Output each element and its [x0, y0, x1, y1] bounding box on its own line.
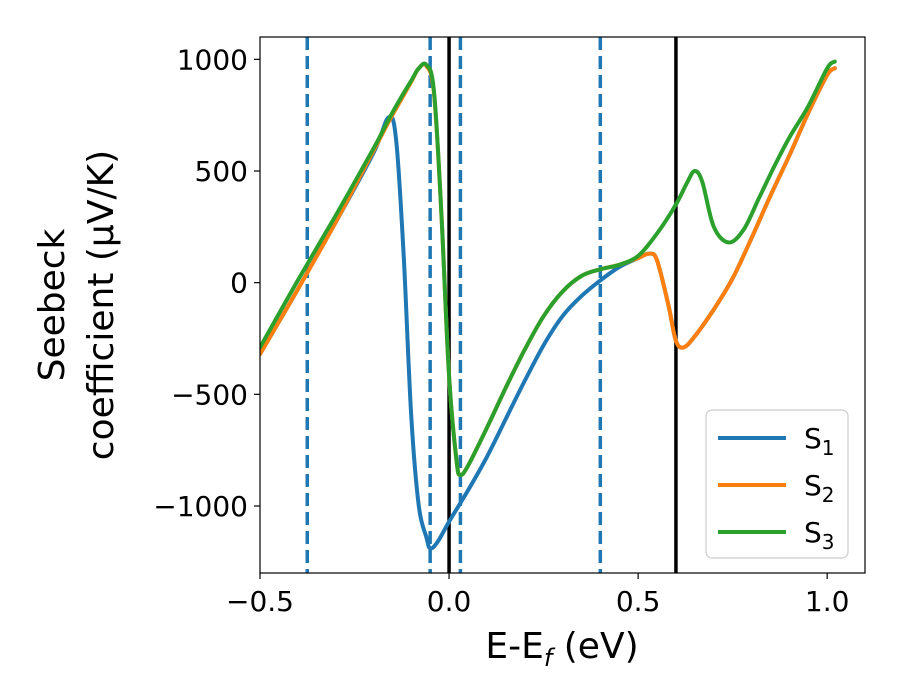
y-axis-label-line2: coefficient (μV/K)	[81, 150, 122, 460]
y-tick-label: 0	[230, 267, 248, 300]
axis-labels: E-Ef (eV) Seebeck coefficient (μV/K)	[32, 150, 639, 672]
x-tick-label: 1.0	[805, 585, 850, 618]
plot-frame	[259, 36, 866, 574]
x-tick-label: 0.5	[616, 585, 661, 618]
x-tick-label: 0.0	[427, 585, 472, 618]
y-tick-label: −1000	[153, 490, 248, 523]
legend-label-s3: S3	[804, 516, 835, 554]
axes: −0.5 0.0 0.5 1.0 −1000 −500 0 500 1000	[153, 36, 866, 618]
legend-label-s2: S2	[804, 469, 835, 507]
plot-clip-group	[260, 37, 837, 573]
y-tick-label: 500	[195, 155, 248, 188]
legend: S1 S2 S3	[705, 409, 849, 559]
y-axis-label-line1: Seebeck	[32, 228, 73, 381]
x-axis-label: E-Ef (eV)	[485, 626, 638, 672]
y-tick-label: −500	[171, 378, 248, 411]
legend-label-s1: S1	[804, 422, 835, 460]
series-line-s3	[260, 59, 837, 477]
x-tick-label: −0.5	[226, 585, 294, 618]
plot-area	[260, 37, 837, 573]
y-tick-label: 1000	[177, 43, 248, 76]
